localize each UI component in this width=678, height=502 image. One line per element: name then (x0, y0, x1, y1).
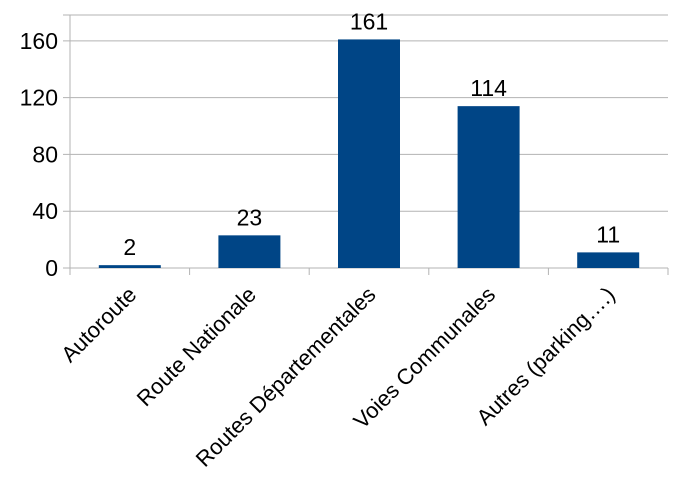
x-category-label: Autoroute (56, 282, 141, 367)
data-label: 23 (237, 204, 263, 230)
y-tick-label: 40 (32, 198, 58, 224)
y-tick-label: 0 (45, 255, 58, 281)
x-category-label: Route Nationale (132, 282, 261, 411)
bar-4 (457, 106, 520, 268)
data-label: 114 (470, 75, 507, 101)
data-label-layer: 2 23 161 114 11 (123, 8, 620, 260)
bar-layer (98, 39, 640, 268)
bar-1 (98, 265, 161, 268)
bar-2 (218, 235, 281, 268)
bar-3 (338, 39, 400, 268)
y-axis-tick-labels: 0 40 80 120 160 (20, 28, 58, 281)
y-tick-label: 80 (32, 141, 58, 167)
data-label: 161 (350, 8, 388, 34)
bar-5 (577, 252, 640, 268)
y-tick-label: 160 (20, 28, 58, 54)
data-label: 2 (123, 234, 136, 260)
data-label: 11 (596, 221, 620, 247)
y-tick-label: 120 (20, 85, 58, 111)
